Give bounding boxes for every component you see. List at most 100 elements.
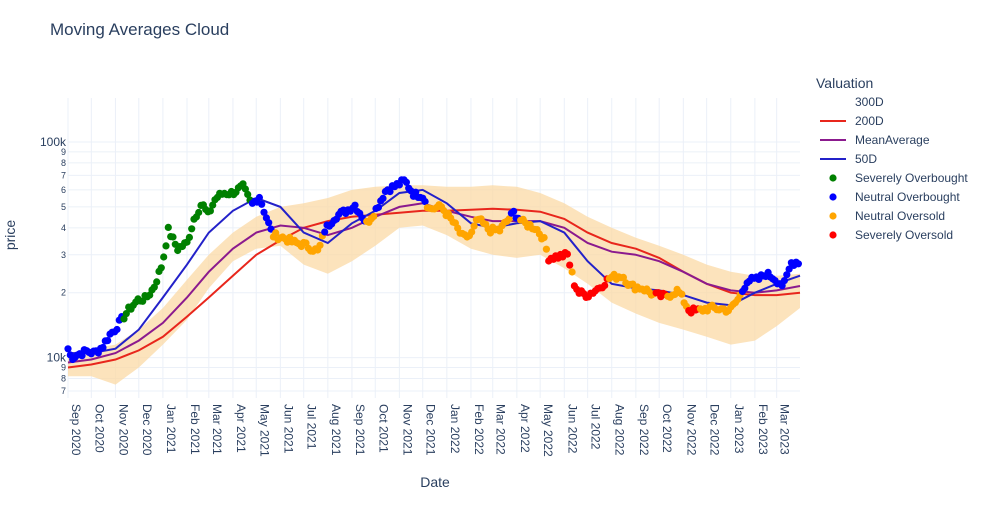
x-tick-label: Jan 2022 [448, 404, 462, 454]
y-tick-label: 7 [61, 170, 66, 180]
point-neutral-overbought [374, 203, 382, 212]
legend-item-severely-oversold[interactable]: Severely Oversold [829, 228, 953, 242]
y-tick-label: 8 [61, 374, 66, 384]
x-tick-label: Oct 2020 [92, 404, 106, 453]
x-tick-label: Aug 2022 [613, 404, 627, 456]
y-axis-title: price [2, 220, 18, 251]
x-tick-label: Mar 2021 [210, 404, 224, 455]
x-tick-label: Jan 2023 [732, 404, 746, 454]
point-neutral-overbought [64, 345, 72, 353]
point-neutral-overbought [421, 198, 429, 206]
legend-label: Severely Oversold [855, 228, 953, 242]
valuation-points [64, 176, 803, 364]
x-axis-title: Date [420, 474, 450, 490]
point-neutral-oversold [568, 268, 576, 276]
point-neutral-oversold [542, 245, 551, 253]
x-axis: Sep 2020 Oct 2020 Nov 2020 Dec 2020 Jan 2021… [69, 404, 792, 457]
y-tick-label: 7 [61, 386, 66, 396]
point-neutral-overbought [510, 207, 518, 215]
point-severely-overbought [169, 233, 177, 241]
x-tick-label: Oct 2021 [376, 404, 390, 453]
x-tick-label: Sep 2020 [69, 404, 83, 456]
point-neutral-oversold [470, 222, 478, 230]
x-tick-label: Mar 2022 [494, 404, 508, 455]
x-tick-label: Jun 2022 [565, 404, 579, 454]
point-severely-overbought [157, 264, 165, 272]
point-neutral-overbought [783, 271, 791, 279]
point-severely-overbought [153, 278, 161, 286]
legend-item-severely-overbought[interactable]: Severely Overbought [829, 171, 968, 185]
point-severely-overbought [185, 233, 193, 241]
legend-item-300d[interactable]: 300D [855, 95, 884, 109]
legend-swatch [829, 174, 837, 182]
chart-title: Moving Averages Cloud [50, 20, 229, 39]
point-neutral-overbought [780, 277, 789, 285]
y-tick-label: 2 [61, 288, 66, 298]
legend-label: Neutral Oversold [855, 209, 945, 223]
x-tick-label: Apr 2021 [234, 404, 248, 453]
legend-item-50d[interactable]: 50D [820, 152, 877, 166]
point-neutral-overbought [741, 284, 749, 292]
x-tick-label: Feb 2022 [472, 404, 486, 455]
point-neutral-overbought [265, 219, 273, 227]
x-tick-label: Sep 2021 [353, 404, 367, 456]
point-neutral-overbought [258, 200, 266, 208]
point-neutral-oversold [272, 229, 280, 237]
x-tick-label: Dec 2022 [708, 404, 722, 456]
point-neutral-overbought [402, 178, 410, 186]
legend[interactable]: Valuation 300D 200D MeanAverage 50D Severely… [816, 75, 968, 242]
point-severely-oversold [563, 250, 572, 258]
point-severely-overbought [162, 242, 170, 250]
point-neutral-overbought [260, 208, 268, 216]
y-tick-label: 8 [61, 158, 66, 168]
point-neutral-oversold [619, 273, 628, 281]
y-tick-label: 3 [61, 250, 66, 260]
x-tick-label: Feb 2023 [756, 404, 770, 455]
legend-swatch [829, 212, 837, 220]
point-neutral-overbought [99, 343, 107, 352]
point-severely-overbought [122, 310, 130, 318]
point-severely-overbought [244, 190, 252, 198]
x-tick-label: Dec 2020 [140, 404, 154, 456]
point-severely-overbought [160, 253, 168, 261]
y-tick-label: 5 [61, 202, 66, 212]
point-neutral-oversold [505, 215, 513, 223]
x-tick-label: Oct 2022 [660, 404, 674, 453]
x-tick-label: May 2022 [541, 404, 555, 457]
point-neutral-oversold [678, 290, 686, 298]
y-tick-label: 10k [47, 351, 67, 365]
point-neutral-overbought [379, 194, 387, 202]
point-neutral-overbought [351, 201, 359, 209]
legend-item-meanaverage[interactable]: MeanAverage [820, 133, 930, 147]
x-tick-label: Jul 2021 [305, 404, 319, 450]
legend-item-200d[interactable]: 200D [820, 114, 884, 128]
legend-label: 200D [855, 114, 884, 128]
x-tick-label: Apr 2022 [518, 404, 532, 453]
y-tick-label: 9 [61, 147, 66, 157]
legend-label: MeanAverage [855, 133, 930, 147]
x-tick-label: Jan 2021 [164, 404, 178, 454]
legend-item-neutral-oversold[interactable]: Neutral Oversold [829, 209, 945, 223]
point-neutral-overbought [78, 352, 86, 360]
x-tick-label: Mar 2023 [778, 404, 792, 455]
point-severely-overbought [188, 225, 196, 233]
point-severely-overbought [164, 223, 172, 231]
x-tick-label: Aug 2021 [329, 404, 343, 456]
x-tick-label: May 2021 [257, 404, 271, 457]
band-300d-area [68, 185, 800, 385]
point-severely-overbought [209, 201, 217, 209]
legend-item-neutral-overbought[interactable]: Neutral Overbought [829, 190, 960, 204]
point-neutral-overbought [321, 228, 329, 236]
point-severely-overbought [139, 297, 147, 305]
legend-label: Neutral Overbought [855, 190, 960, 204]
point-neutral-oversold [468, 228, 476, 236]
point-neutral-oversold [316, 241, 324, 249]
point-neutral-overbought [794, 260, 803, 268]
x-tick-label: Nov 2021 [400, 404, 414, 456]
y-tick-label: 4 [61, 223, 66, 233]
y-tick-label: 100k [40, 135, 67, 149]
x-tick-label: Sep 2022 [637, 404, 651, 456]
band-300d [68, 185, 800, 385]
